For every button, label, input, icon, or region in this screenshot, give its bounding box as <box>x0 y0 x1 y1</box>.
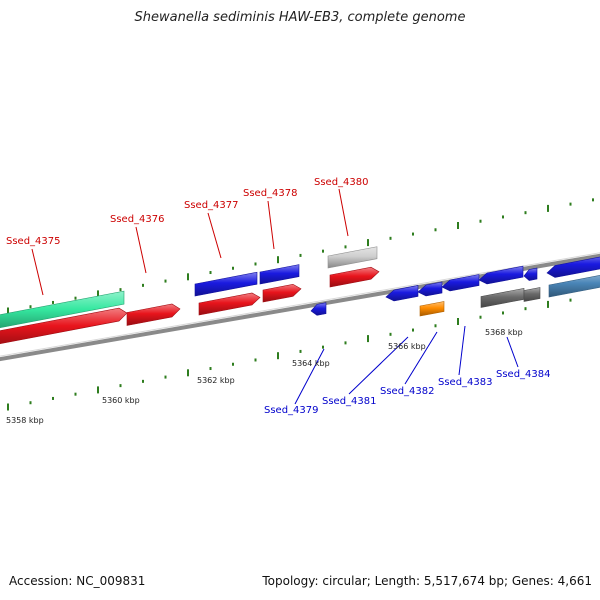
forward-gene-label: Ssed_4377 <box>184 200 239 211</box>
gene-feature <box>0 290 125 329</box>
gene-feature <box>329 266 380 288</box>
gene-labels: Ssed_4375 Ssed_4376 Ssed_4377 Ssed_4378 Ssed… <box>6 177 551 416</box>
gene-feature <box>327 246 378 269</box>
gene-features <box>0 246 600 345</box>
scale-label: 5366 kbp <box>388 342 426 351</box>
gene-feature <box>126 303 181 326</box>
scale-label: 5364 kbp <box>292 359 330 368</box>
reverse-gene-label: Ssed_4379 <box>264 405 319 416</box>
gene-feature <box>310 302 327 316</box>
label-leader-lines <box>31 188 519 405</box>
label-leader-line <box>458 325 466 376</box>
gene-feature <box>419 301 445 317</box>
scale-label: 5362 kbp <box>197 376 235 385</box>
gene-feature <box>194 271 258 297</box>
gene-feature <box>198 292 261 316</box>
label-leader-line <box>338 188 349 237</box>
scale-label: 5360 kbp <box>102 396 140 405</box>
accession-text: Accession: NC_009831 <box>9 574 146 588</box>
reverse-gene-label: Ssed_4381 <box>322 396 377 407</box>
forward-gene-label: Ssed_4378 <box>243 188 298 199</box>
scale-label: 5368 kbp <box>485 328 523 337</box>
gene-feature <box>417 281 443 297</box>
gene-feature <box>480 287 525 308</box>
gene-feature <box>546 256 600 278</box>
gene-feature <box>523 267 538 281</box>
gene-feature <box>548 275 600 298</box>
genome-summary: Topology: circular; Length: 5,517,674 bp… <box>262 574 592 588</box>
gene-feature <box>0 307 128 345</box>
reverse-gene-label: Ssed_4383 <box>438 377 493 388</box>
forward-gene-label: Ssed_4375 <box>6 236 61 247</box>
label-leader-line <box>267 200 275 250</box>
forward-gene-label: Ssed_4380 <box>314 177 369 188</box>
label-leader-line <box>506 336 519 368</box>
scale-label: 5358 kbp <box>6 416 44 425</box>
gene-feature <box>523 287 541 302</box>
gene-feature <box>478 265 524 285</box>
scale-labels: 5358 kbp 5360 kbp 5362 kbp 5364 kbp 5366 kbp… <box>6 328 523 425</box>
gene-feature <box>259 264 300 285</box>
label-leader-line <box>135 226 147 274</box>
label-leader-line <box>404 331 438 385</box>
backbone-highlight <box>0 252 600 357</box>
reverse-gene-label: Ssed_4382 <box>380 386 435 397</box>
reverse-gene-label: Ssed_4384 <box>496 369 551 380</box>
label-leader-line <box>31 248 44 296</box>
map-title: Shewanella sediminis HAW-EB3, complete g… <box>134 10 466 25</box>
label-leader-line <box>207 212 222 259</box>
gene-feature <box>262 283 302 303</box>
label-leader-line <box>294 348 325 405</box>
lower-tick-track <box>7 298 572 411</box>
label-leader-line <box>348 336 409 395</box>
forward-gene-label: Ssed_4376 <box>110 214 165 225</box>
gene-feature <box>385 285 419 302</box>
upper-tick-track <box>7 198 594 315</box>
